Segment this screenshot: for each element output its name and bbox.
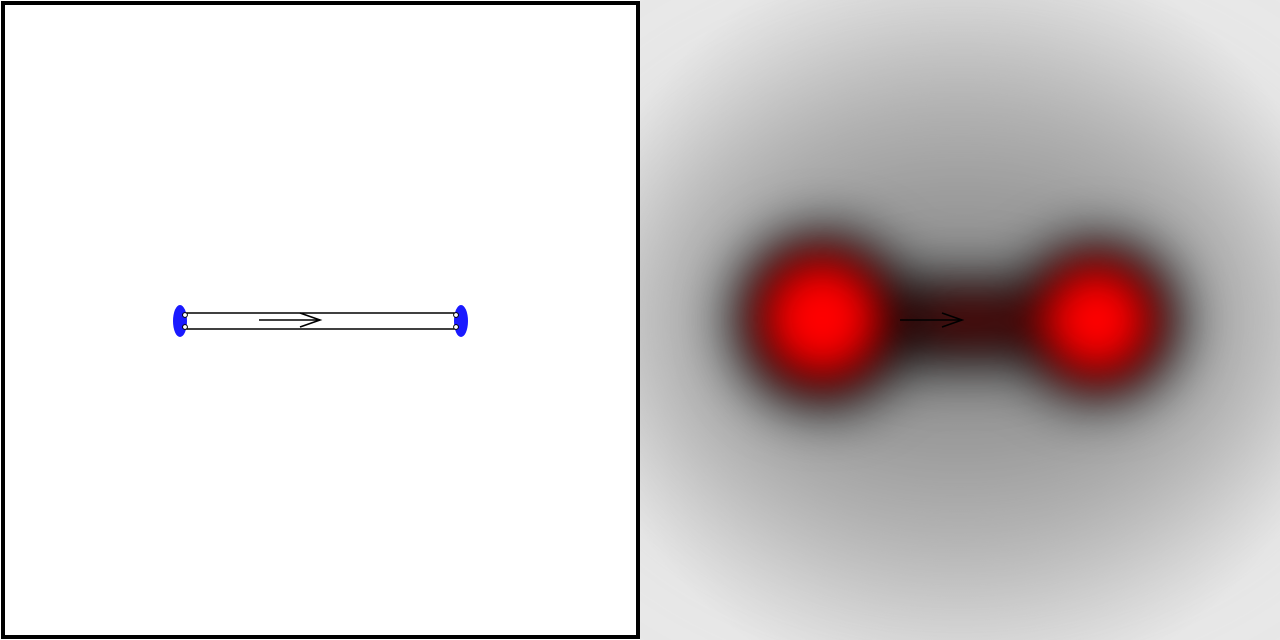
left-hot-lobe bbox=[762, 258, 882, 378]
right-hot-lobe bbox=[1042, 265, 1152, 375]
left-electrode-cap bbox=[173, 305, 187, 337]
left-cap-top-dot bbox=[182, 312, 188, 318]
left-panel bbox=[1, 1, 640, 639]
left-cap-bottom-dot bbox=[182, 324, 188, 330]
right-arrow-icon bbox=[900, 312, 965, 328]
filament-body bbox=[180, 312, 460, 330]
right-cap-bottom-dot bbox=[453, 324, 459, 330]
filament bbox=[173, 305, 468, 337]
right-electrode-cap bbox=[454, 305, 468, 337]
field-hot-core bbox=[762, 258, 1152, 378]
right-panel bbox=[640, 0, 1280, 640]
hot-bridge bbox=[905, 302, 1045, 338]
right-arrow-icon bbox=[259, 312, 323, 328]
right-cap-top-dot bbox=[453, 312, 459, 318]
